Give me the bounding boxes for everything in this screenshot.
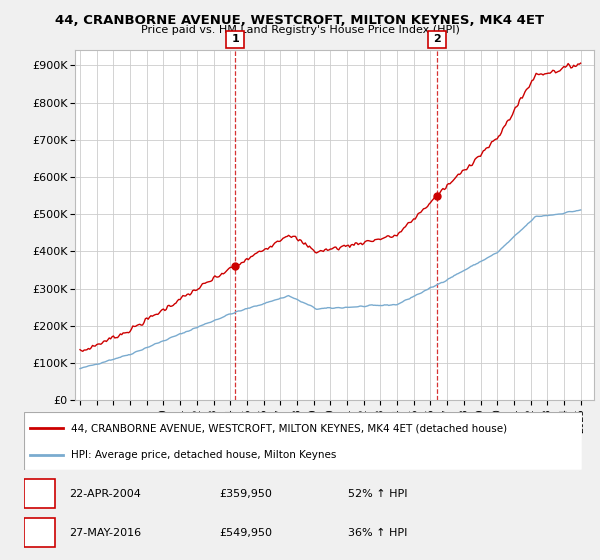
Text: 44, CRANBORNE AVENUE, WESTCROFT, MILTON KEYNES, MK4 4ET: 44, CRANBORNE AVENUE, WESTCROFT, MILTON … <box>55 14 545 27</box>
Text: HPI: Average price, detached house, Milton Keynes: HPI: Average price, detached house, Milt… <box>71 450 337 460</box>
Text: 27-MAY-2016: 27-MAY-2016 <box>68 528 141 538</box>
FancyBboxPatch shape <box>24 479 55 508</box>
Text: 36% ↑ HPI: 36% ↑ HPI <box>347 528 407 538</box>
Text: 22-APR-2004: 22-APR-2004 <box>68 489 140 499</box>
Text: 44, CRANBORNE AVENUE, WESTCROFT, MILTON KEYNES, MK4 4ET (detached house): 44, CRANBORNE AVENUE, WESTCROFT, MILTON … <box>71 423 508 433</box>
Text: Price paid vs. HM Land Registry's House Price Index (HPI): Price paid vs. HM Land Registry's House … <box>140 25 460 35</box>
Text: 2: 2 <box>35 528 43 538</box>
FancyBboxPatch shape <box>24 412 582 470</box>
Text: 1: 1 <box>35 489 43 499</box>
FancyBboxPatch shape <box>24 518 55 548</box>
Text: £359,950: £359,950 <box>220 489 272 499</box>
Text: 1: 1 <box>232 34 239 44</box>
Text: 52% ↑ HPI: 52% ↑ HPI <box>347 489 407 499</box>
Text: 2: 2 <box>433 34 441 44</box>
Text: £549,950: £549,950 <box>220 528 272 538</box>
